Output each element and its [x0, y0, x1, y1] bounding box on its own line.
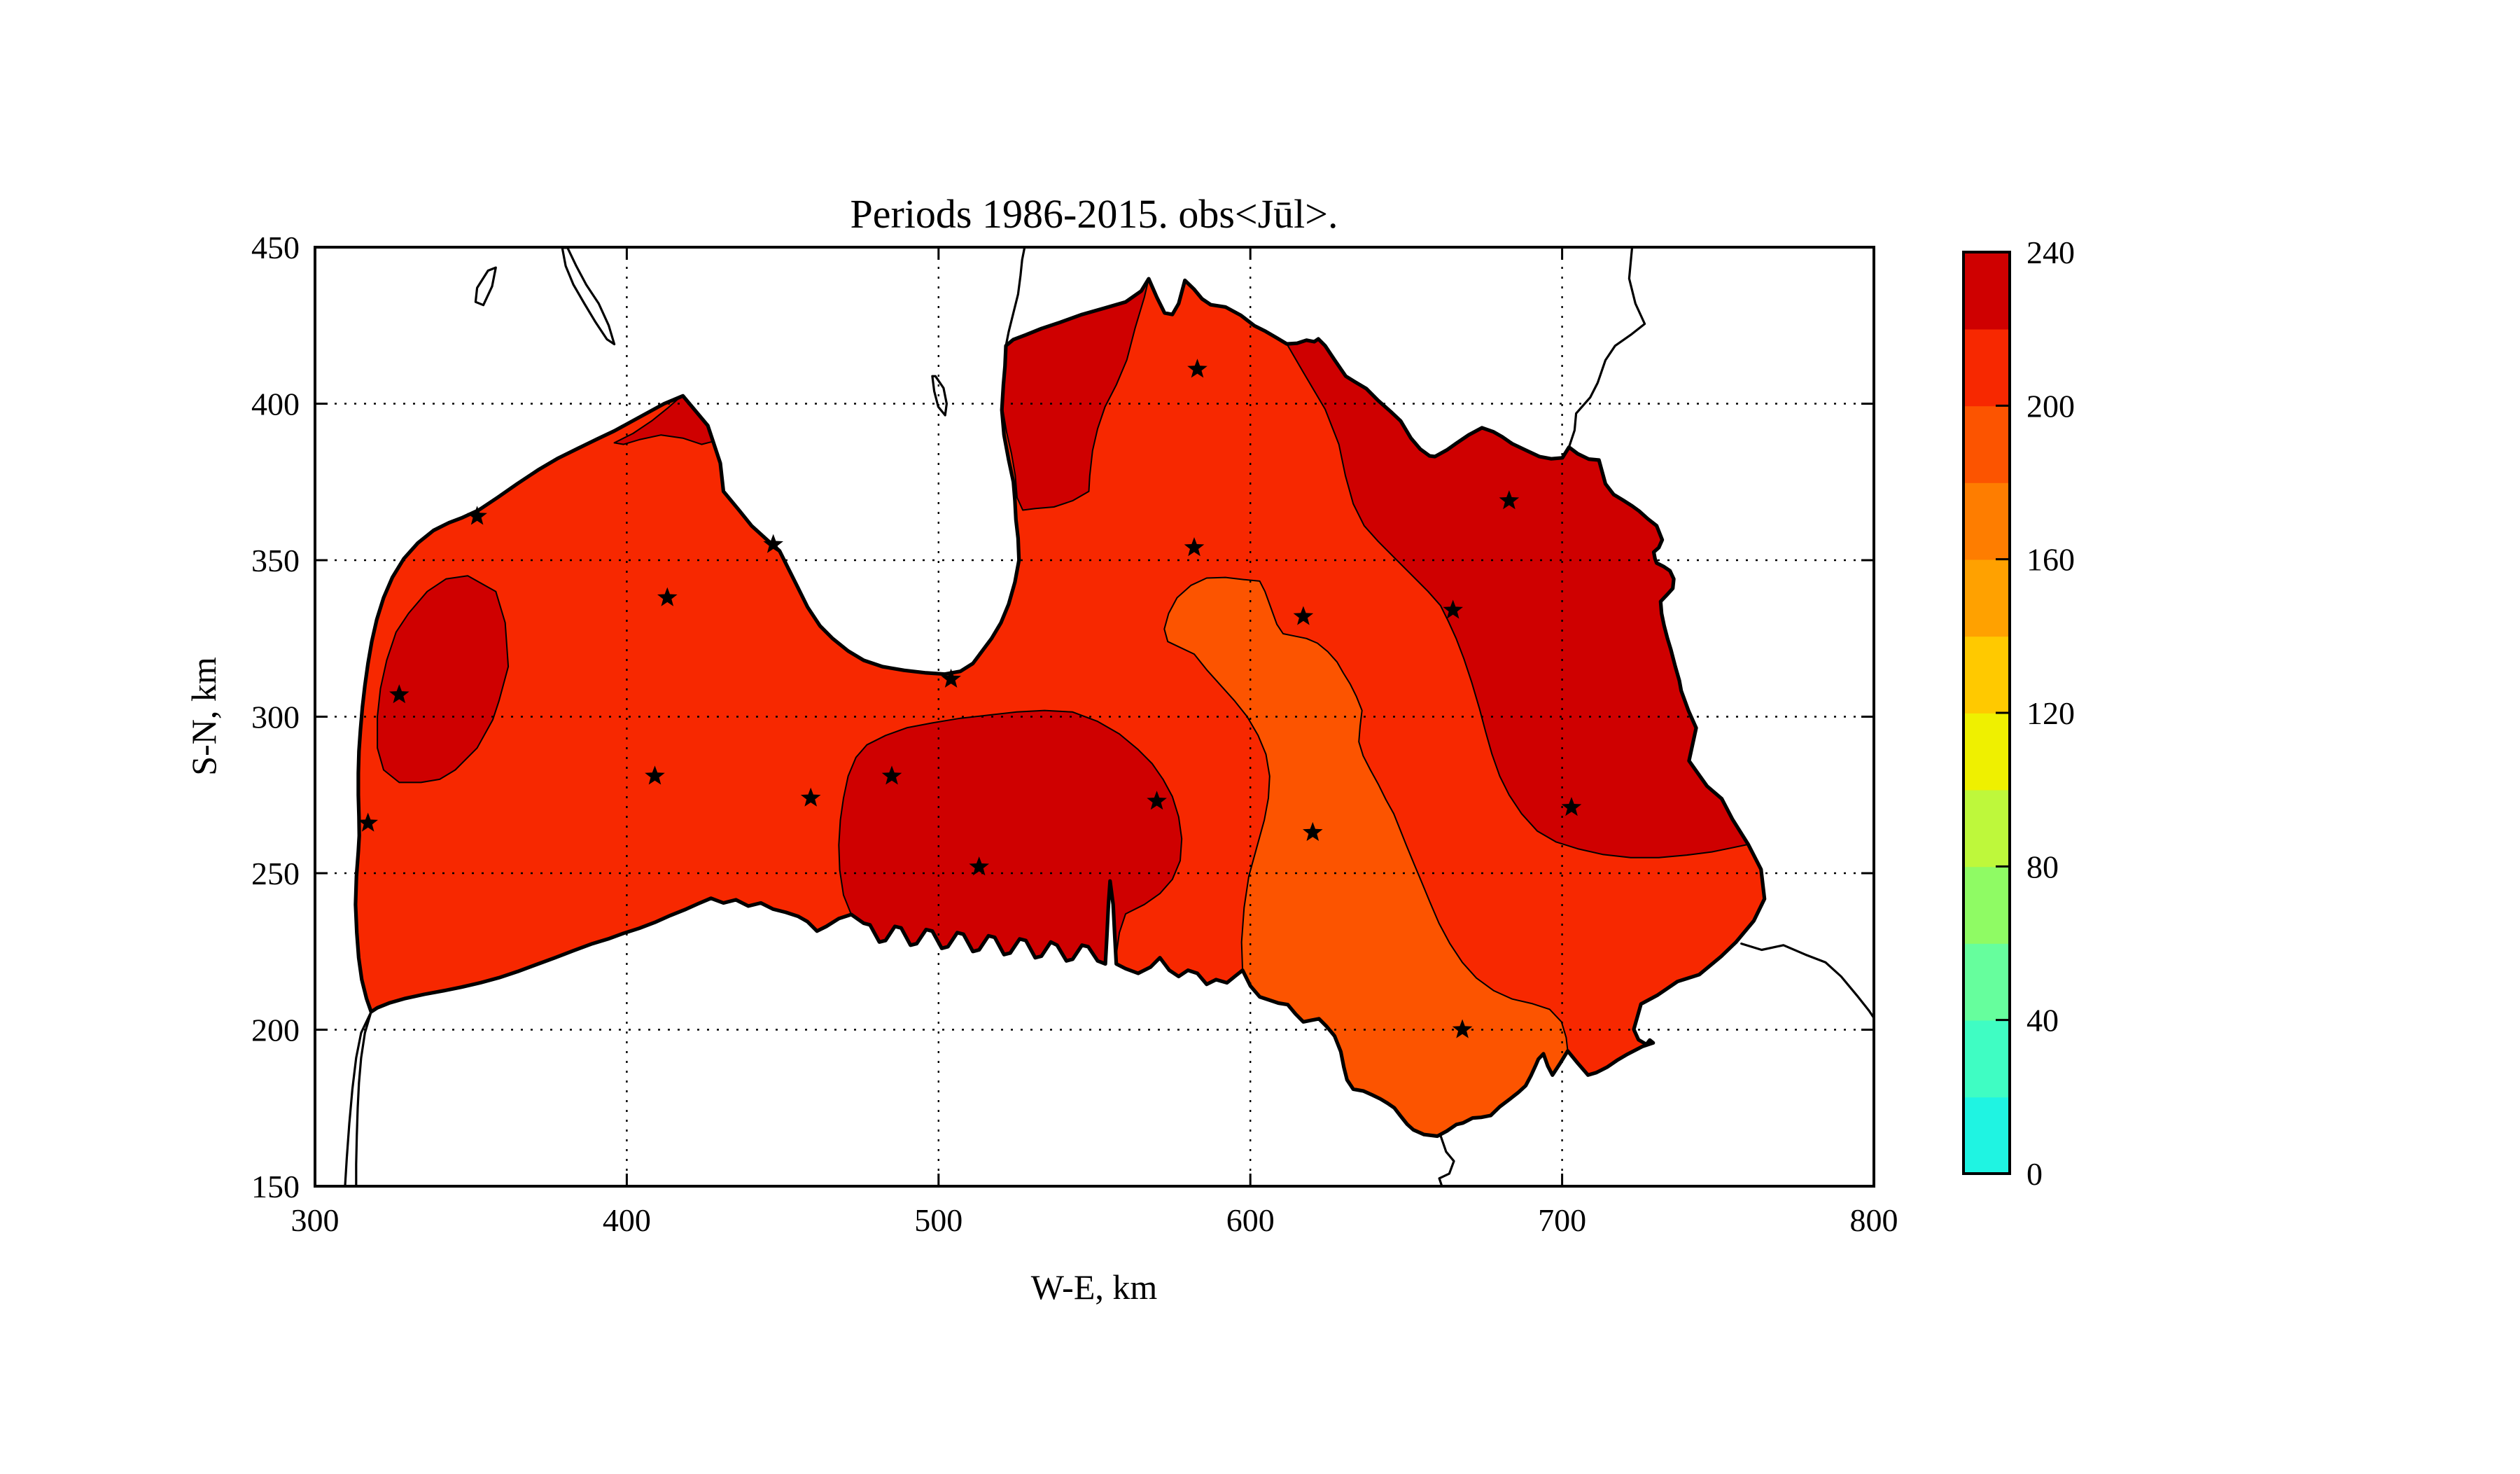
station-marker-17 [1303, 821, 1323, 841]
colorbar-tick-label-240: 240 [2026, 235, 2075, 270]
contour-patch-central-dark [839, 710, 1182, 964]
station-marker-8 [1293, 606, 1314, 625]
axis-tick-labels: 300 400 500 600 700 800 150 200 250 300 350 400 450 [251, 230, 1898, 1238]
station-marker-7 [1184, 537, 1205, 557]
colorbar-segment-200-220 [1963, 328, 2010, 407]
y-tick-label-250: 250 [251, 856, 300, 891]
plot-title: Periods 1986-2015. obs<Jūl>. [850, 191, 1338, 237]
station-marker-2 [763, 534, 783, 553]
x-tick-label-600: 600 [1226, 1202, 1275, 1238]
contour-patch-north-vidzeme-dark [1002, 279, 1149, 510]
x-tick-label-500: 500 [914, 1202, 962, 1238]
external-line-lithuanian-coast [355, 1010, 372, 1186]
y-tick-label-450: 450 [251, 230, 300, 265]
external-line-soerve-peninsula [561, 247, 616, 346]
contour-patch-south-orange [1164, 577, 1568, 1136]
external-line-estonia-russia-border [1567, 247, 1646, 449]
colorbar-segment-220-240 [1963, 252, 2010, 330]
external-line-kihnu-island [931, 375, 948, 417]
station-marker-18 [1452, 1019, 1473, 1038]
colorbar-segment-100-120 [1963, 713, 2010, 791]
external-line-saaremaa-islet [474, 266, 497, 307]
colorbar-segment-160-180 [1963, 482, 2010, 560]
x-tick-label-800: 800 [1850, 1202, 1898, 1238]
station-marker-9 [941, 668, 961, 688]
colorbar-frame [1962, 251, 2011, 1175]
x-tick-label-400: 400 [603, 1202, 651, 1238]
station-marker-3 [657, 587, 678, 606]
station-marker-15 [969, 856, 989, 876]
external-line-curonian-spit [344, 1010, 372, 1186]
external-line-lithuania-belarus-border [1438, 1134, 1455, 1186]
colorbar-segment-0-20 [1963, 1097, 2010, 1174]
colorbar-segment-140-160 [1963, 559, 2010, 637]
colorbar-tick-label-200: 200 [2026, 388, 2075, 424]
station-marker-4 [1187, 359, 1208, 378]
station-marker-5 [1499, 490, 1520, 510]
station-marker-6 [1443, 599, 1463, 619]
colorbar-segment-40-60 [1963, 943, 2010, 1021]
map-layers [344, 247, 1874, 1186]
colorbar-segment-180-200 [1963, 405, 2010, 483]
station-marker-16 [1147, 791, 1167, 810]
colorbar-tick-label-80: 80 [2026, 849, 2059, 884]
contour-patch-kolka-cape-dark [614, 396, 715, 445]
colorbar-segment-20-40 [1963, 1020, 2010, 1098]
external-line-estonian-coast [1004, 247, 1026, 347]
station-markers [358, 359, 1582, 1038]
colorbar-tick-label-160: 160 [2026, 542, 2075, 578]
x-tick-label-300: 300 [291, 1202, 340, 1238]
colorbar-tick-label-0: 0 [2026, 1156, 2043, 1192]
x-tick-label-700: 700 [1538, 1202, 1586, 1238]
y-tick-label-150: 150 [251, 1169, 300, 1204]
station-marker-13 [800, 787, 821, 807]
station-marker-11 [358, 812, 378, 832]
contour-line-west-kurzeme-dark [377, 575, 510, 784]
country-border [354, 277, 1767, 1139]
x-axis-label: W-E, km [1031, 1267, 1158, 1307]
axes-frame [314, 246, 1875, 1188]
station-marker-19 [1561, 797, 1582, 816]
contour-patch-east-latgale-dark [1287, 339, 1749, 858]
colorbar: 0 40 80 120 160 200 240 [1963, 235, 2075, 1192]
y-tick-label-300: 300 [251, 700, 300, 735]
station-marker-1 [467, 506, 487, 525]
y-tick-label-350: 350 [251, 543, 300, 578]
contour-patch-west-kurzeme-dark [377, 576, 509, 783]
station-marker-14 [881, 765, 902, 785]
colorbar-tick-label-40: 40 [2026, 1003, 2059, 1038]
station-marker-10 [389, 684, 410, 704]
y-tick-label-400: 400 [251, 387, 300, 422]
colorbar-segment-120-140 [1963, 636, 2010, 714]
external-line-russia-belarus-border [1740, 943, 1874, 1020]
colorbar-tick-label-120: 120 [2026, 695, 2075, 731]
y-tick-label-200: 200 [251, 1013, 300, 1048]
colorbar-segment-60-80 [1963, 866, 2010, 944]
station-marker-12 [645, 765, 665, 785]
colorbar-segment-80-100 [1963, 789, 2010, 868]
y-axis-label: S-N, km [184, 657, 223, 776]
